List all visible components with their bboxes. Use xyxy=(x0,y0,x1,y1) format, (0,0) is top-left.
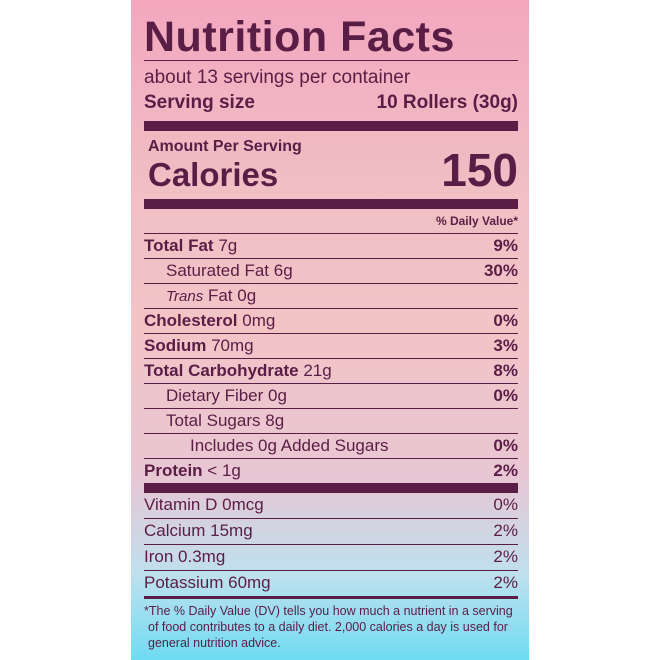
nutrition-label: Nutrition Facts about 13 servings per co… xyxy=(144,14,518,651)
nutrient-row: Total Fat 7g 9% xyxy=(144,233,518,258)
nutrient-row: Dietary Fiber 0g 0% xyxy=(144,383,518,408)
nutrient-amount: 0g xyxy=(268,386,287,405)
divider-thick xyxy=(144,121,518,131)
nutrient-amount: 21g xyxy=(303,361,332,380)
nutrient-name: Includes 0g Added Sugars xyxy=(190,436,389,455)
nutrient-amount: 0mg xyxy=(242,311,276,330)
vitamin-row: Iron 0.3mg 2% xyxy=(144,544,518,570)
nutrient-name: Total Fat 7g xyxy=(144,236,238,255)
servings-per-container: about 13 servings per container xyxy=(144,67,411,88)
nutrient-amount: 70mg xyxy=(211,336,254,355)
nutrient-name: Protein < 1g xyxy=(144,461,241,480)
divider-medium xyxy=(144,596,518,599)
nutrient-row: Cholesterol 0mg 0% xyxy=(144,308,518,333)
nutrient-daily-value: 8% xyxy=(493,361,518,380)
vitamin-row: Calcium 15mg 2% xyxy=(144,518,518,544)
label-title: Nutrition Facts xyxy=(144,13,455,61)
calories-value: 150 xyxy=(441,144,518,196)
nutrient-name: Sodium 70mg xyxy=(144,336,254,355)
vitamin-amount: 0.3mg xyxy=(178,547,226,566)
vitamin-amount: 0mcg xyxy=(222,495,264,514)
nutrient-name: Cholesterol 0mg xyxy=(144,311,276,330)
vitamin-daily-value: 2% xyxy=(493,547,518,566)
vitamin-daily-value: 0% xyxy=(493,495,518,514)
divider-thick xyxy=(144,199,518,209)
nutrient-row: Total Sugars 8g xyxy=(144,408,518,433)
nutrient-name: Total Sugars 8g xyxy=(166,411,285,430)
nutrient-daily-value: 9% xyxy=(493,236,518,255)
vitamin-daily-value: 2% xyxy=(493,521,518,540)
daily-value-header: % Daily Value* xyxy=(435,214,518,228)
nutrient-amount: 7g xyxy=(218,236,238,255)
nutrient-daily-value: 3% xyxy=(493,336,518,355)
nutrient-name: Saturated Fat 6g xyxy=(166,261,293,280)
nutrient-name: Total Carbohydrate 21g xyxy=(144,361,332,380)
divider xyxy=(144,60,518,61)
amount-per-serving: Amount Per Serving xyxy=(148,138,302,155)
divider-thick xyxy=(144,483,518,493)
serving-size-label: Serving size xyxy=(144,92,255,113)
nutrient-amount: 6g xyxy=(273,261,293,280)
nutrient-amount: 8g xyxy=(265,411,285,430)
calories-block: Amount Per Serving Calories 150 xyxy=(144,131,518,199)
nutrient-table: Total Fat 7g 9% Saturated Fat 6g 30% Trans F… xyxy=(144,233,518,483)
nutrient-name: Dietary Fiber 0g xyxy=(166,386,287,405)
nutrient-daily-value: 0% xyxy=(493,386,518,405)
nutrient-row: Trans Fat 0g xyxy=(144,283,518,308)
nutrient-name: Trans Fat 0g xyxy=(166,286,257,305)
vitamin-name: Potassium 60mg xyxy=(144,573,271,592)
vitamin-name: Iron 0.3mg xyxy=(144,547,226,566)
nutrient-row: Protein < 1g 2% xyxy=(144,458,518,483)
vitamin-amount: 60mg xyxy=(228,573,271,592)
vitamin-daily-value: 2% xyxy=(493,573,518,592)
vitamin-amount: 15mg xyxy=(210,521,253,540)
nutrient-daily-value: 0% xyxy=(493,311,518,330)
footnote: *The % Daily Value (DV) tells you how mu… xyxy=(144,604,513,650)
vitamin-row: Vitamin D 0mcg 0% xyxy=(144,493,518,518)
nutrient-daily-value: 30% xyxy=(483,261,518,280)
vitamin-name: Calcium 15mg xyxy=(144,521,253,540)
calories-label: Calories xyxy=(148,156,279,193)
nutrient-daily-value: 0% xyxy=(493,436,518,455)
serving-size-value: 10 Rollers (30g) xyxy=(376,92,519,113)
nutrient-amount: < 1g xyxy=(207,461,241,480)
nutrient-row: Total Carbohydrate 21g 8% xyxy=(144,358,518,383)
nutrient-row: Includes 0g Added Sugars 0% xyxy=(144,433,518,458)
nutrition-label-panel: Nutrition Facts about 13 servings per co… xyxy=(131,0,529,660)
vitamin-name: Vitamin D 0mcg xyxy=(144,495,264,514)
nutrient-daily-value: 2% xyxy=(493,461,518,480)
nutrient-row: Saturated Fat 6g 30% xyxy=(144,258,518,283)
nutrient-amount: 0g xyxy=(237,286,257,305)
serving-size-row: Serving size 10 Rollers (30g) xyxy=(144,90,518,121)
nutrient-row: Sodium 70mg 3% xyxy=(144,333,518,358)
vitamin-table: Vitamin D 0mcg 0% Calcium 15mg 2% Iron 0.3mg… xyxy=(144,493,518,596)
vitamin-row: Potassium 60mg 2% xyxy=(144,570,518,596)
